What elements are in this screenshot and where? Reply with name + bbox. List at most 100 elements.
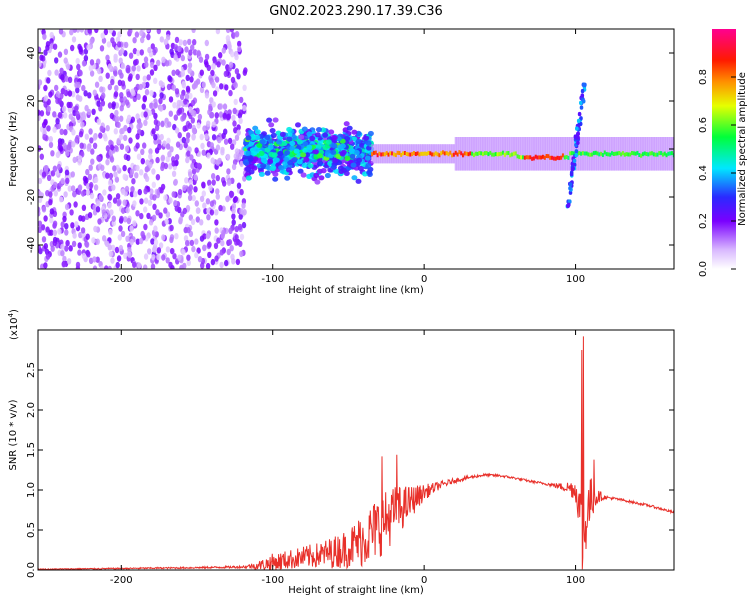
tone-cell	[647, 152, 650, 157]
noise-cell	[165, 211, 171, 218]
noise-cell	[234, 148, 240, 155]
noise-cell	[103, 29, 109, 36]
noise-cell	[43, 95, 49, 102]
noise-cell	[60, 88, 65, 95]
noise-cell	[174, 88, 180, 95]
tone-halo	[518, 137, 521, 171]
noise-cell	[138, 237, 144, 245]
noise-cell	[99, 86, 104, 93]
tone-cell	[382, 152, 385, 157]
svg-text:(x104): (x104)	[7, 309, 20, 340]
noise-cell	[153, 239, 159, 246]
tone-cell	[658, 151, 661, 156]
noise-cell	[144, 89, 150, 96]
turbulence-cell	[289, 140, 296, 146]
noise-cell	[180, 54, 185, 62]
noise-cell	[198, 56, 204, 63]
noise-cell	[188, 92, 193, 100]
tone-cell	[394, 153, 397, 158]
tone-cell	[601, 153, 605, 157]
noise-cell	[110, 244, 116, 251]
noise-cell	[42, 133, 47, 141]
tone-cell	[596, 151, 599, 156]
noise-cell	[163, 207, 168, 214]
turbulence-cell	[279, 131, 286, 137]
turbulence-cell	[302, 141, 309, 147]
spike-cell	[574, 153, 578, 158]
noise-cell	[82, 175, 88, 183]
turbulence-cell	[298, 134, 305, 140]
tone-halo	[516, 137, 519, 171]
noise-cell	[160, 164, 165, 172]
noise-cell	[49, 208, 55, 215]
noise-cell	[62, 215, 67, 223]
turbulence-cell	[331, 143, 338, 149]
tone-halo	[549, 137, 552, 171]
turbulence-cell	[267, 144, 274, 150]
noise-cell	[101, 209, 107, 216]
noise-cell	[125, 235, 130, 242]
turbulence-cell	[250, 133, 257, 139]
noise-cell	[96, 118, 102, 125]
noise-cell	[70, 44, 75, 52]
tone-cell	[487, 152, 490, 157]
noise-cell	[68, 245, 73, 252]
noise-cell	[62, 255, 67, 263]
noise-cell	[89, 192, 95, 199]
noise-cell	[64, 229, 69, 236]
noise-cell	[194, 147, 199, 154]
noise-cell	[196, 162, 202, 169]
noise-cell	[165, 156, 170, 163]
tone-cell	[485, 151, 488, 155]
noise-cell	[99, 45, 105, 52]
noise-cell	[38, 226, 42, 233]
turbulence-cell	[306, 131, 313, 137]
noise-cell	[126, 217, 131, 225]
noise-cell	[110, 37, 115, 44]
snr-panel: -200 -100 0 100 0.0 0.5 1.0 1.5 2.0 2.5 Height of…	[7, 309, 675, 596]
y-tick-label: 0	[26, 146, 37, 152]
turbulence-cell	[301, 126, 308, 132]
noise-cell	[175, 127, 180, 134]
noise-cell	[38, 190, 42, 197]
noise-cell	[49, 31, 54, 39]
noise-cell	[98, 132, 103, 139]
turbulence-cell	[309, 135, 316, 141]
noise-cell	[239, 250, 244, 258]
noise-cell	[143, 264, 148, 269]
noise-cell	[69, 29, 74, 36]
colorbar-tick-label: 0.2	[698, 213, 709, 229]
noise-cell	[144, 61, 149, 68]
tone-cell	[592, 151, 595, 156]
noise-cell	[149, 90, 154, 97]
tone-cell	[634, 151, 637, 156]
noise-cell	[204, 92, 210, 99]
noise-cell	[86, 44, 91, 51]
tone-halo	[551, 137, 554, 171]
noise-cell	[158, 105, 164, 112]
noise-cell	[160, 120, 165, 128]
tone-cell	[529, 155, 532, 160]
noise-cell	[120, 127, 125, 134]
spike-cell	[579, 100, 583, 106]
spectrogram-xlabel: Height of straight line (km)	[288, 285, 424, 296]
noise-cell	[135, 113, 140, 120]
noise-cell	[155, 209, 160, 216]
noise-cell	[215, 159, 220, 166]
noise-cell	[161, 254, 166, 261]
noise-cell	[214, 76, 220, 83]
noise-cell	[204, 53, 210, 61]
tone-cell	[665, 153, 668, 158]
noise-cell	[56, 163, 62, 171]
turbulence-cell	[355, 178, 362, 184]
noise-cell	[83, 48, 89, 55]
noise-cell	[126, 91, 131, 98]
tone-cell	[652, 152, 655, 157]
turbulence-cell	[286, 136, 293, 142]
noise-cell	[140, 36, 145, 44]
tone-cell	[447, 152, 450, 157]
turbulence-cell	[302, 147, 309, 153]
noise-cell	[90, 158, 95, 165]
noise-cell	[150, 43, 155, 50]
noise-cell	[174, 36, 180, 44]
